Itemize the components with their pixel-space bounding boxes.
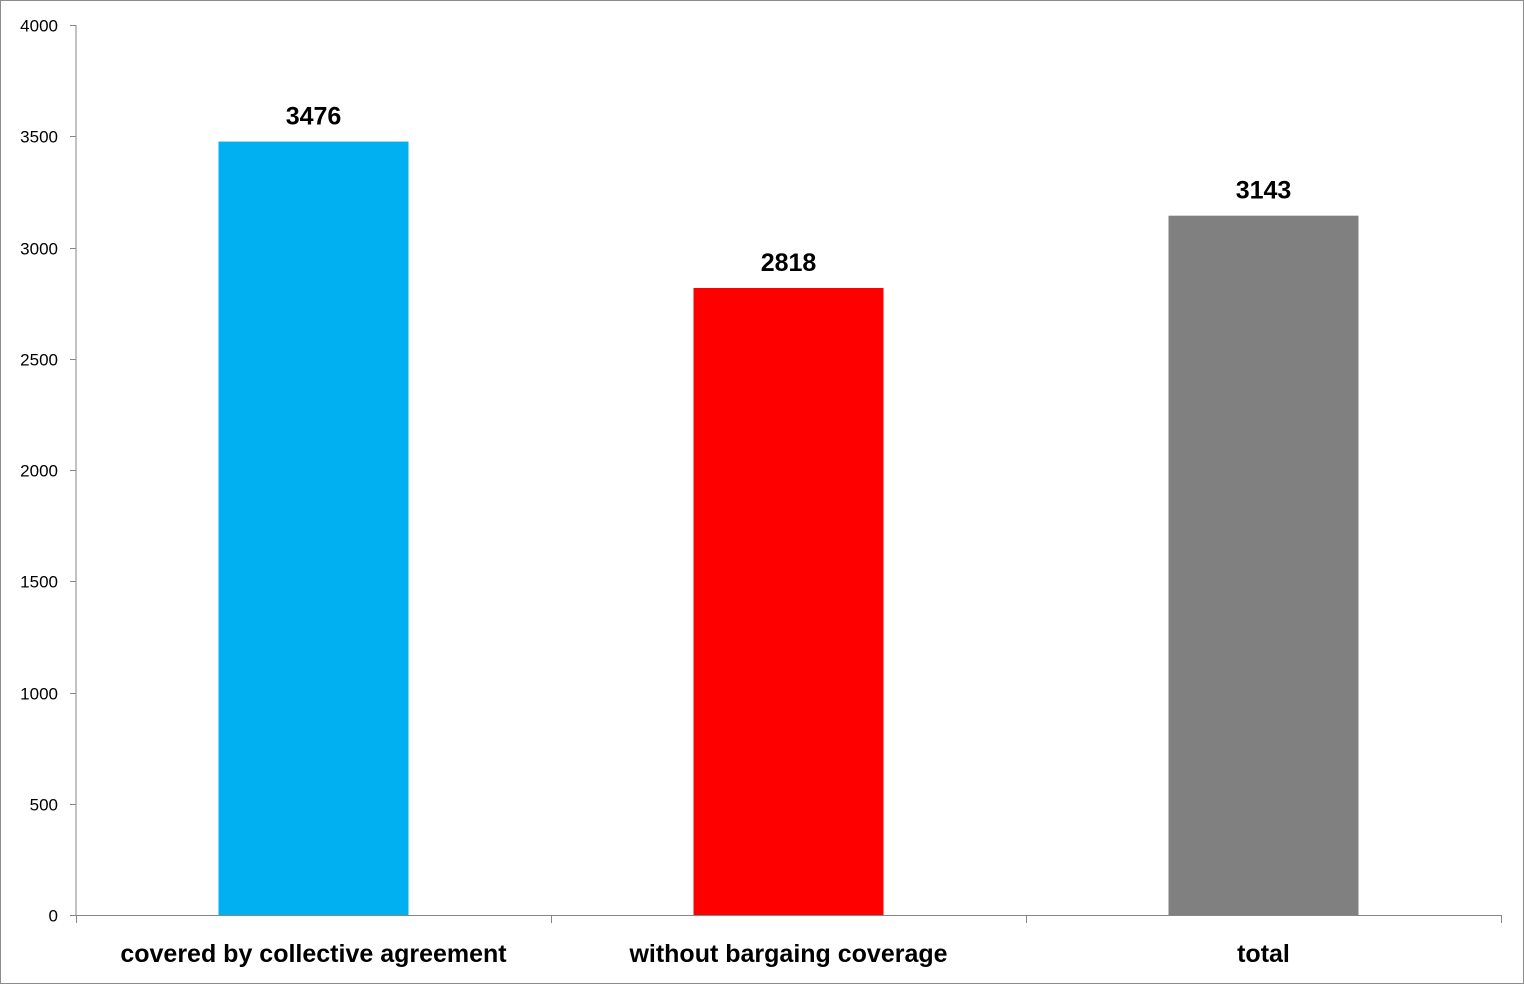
x-axis: covered by collective agreement without b… [76, 915, 1502, 968]
data-label: 3143 [1236, 177, 1292, 205]
y-tick-label: 1000 [20, 685, 58, 704]
bars [218, 141, 1359, 916]
y-tick-label: 2000 [20, 462, 58, 481]
y-tick-label: 3000 [20, 240, 58, 259]
y-tick-label: 0 [49, 907, 58, 926]
x-tick-label: total [1237, 940, 1290, 968]
bar [1168, 215, 1359, 915]
y-tick-label: 3500 [20, 128, 58, 147]
y-tick-label: 1500 [20, 573, 58, 592]
bar [218, 141, 409, 916]
x-tick-label: covered by collective agreement [120, 940, 507, 968]
y-axis: 0 500 1000 1500 2000 2500 3000 3500 4000 [20, 17, 77, 926]
y-tick-label: 4000 [20, 17, 58, 36]
data-labels: 3476 2818 3143 [286, 103, 1292, 277]
data-label: 2818 [761, 249, 817, 277]
x-tick-label: without bargaing coverage [628, 940, 947, 968]
y-tick-label: 500 [30, 796, 58, 815]
bar [693, 287, 884, 915]
data-label: 3476 [286, 103, 342, 131]
y-tick-label: 2500 [20, 351, 58, 370]
